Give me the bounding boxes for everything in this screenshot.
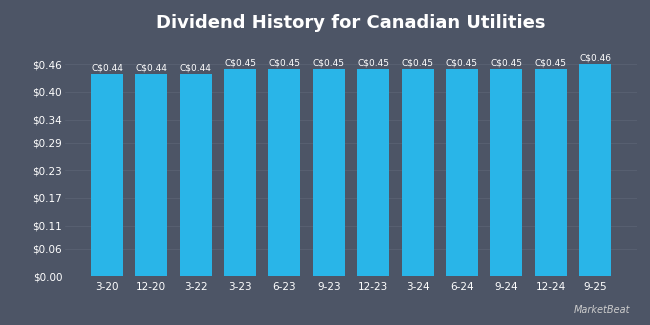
Bar	[224, 69, 256, 276]
Text: C$0.44: C$0.44	[91, 63, 123, 72]
Text: C$0.45: C$0.45	[490, 58, 523, 68]
Text: C$0.45: C$0.45	[224, 58, 256, 68]
Bar	[313, 69, 344, 276]
Text: C$0.45: C$0.45	[535, 58, 567, 68]
Text: C$0.44: C$0.44	[180, 63, 212, 72]
Text: C$0.45: C$0.45	[446, 58, 478, 68]
Bar	[535, 69, 567, 276]
Title: Dividend History for Canadian Utilities: Dividend History for Canadian Utilities	[156, 14, 546, 32]
Bar	[358, 69, 389, 276]
Text: C$0.44: C$0.44	[135, 63, 167, 72]
Text: C$0.45: C$0.45	[402, 58, 434, 68]
Text: C$0.45: C$0.45	[358, 58, 389, 68]
Bar	[180, 73, 212, 276]
Text: C$0.45: C$0.45	[268, 58, 300, 68]
Bar	[268, 69, 300, 276]
Bar	[91, 73, 123, 276]
Bar	[490, 69, 522, 276]
Bar	[579, 64, 611, 276]
Text: C$0.46: C$0.46	[579, 54, 611, 63]
Bar	[135, 73, 167, 276]
Bar	[402, 69, 434, 276]
Text: C$0.45: C$0.45	[313, 58, 344, 68]
Bar	[446, 69, 478, 276]
Text: MarketBeat: MarketBeat	[574, 305, 630, 315]
